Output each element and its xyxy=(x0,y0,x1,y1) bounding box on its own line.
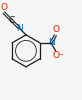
Text: O: O xyxy=(0,3,7,12)
Text: N: N xyxy=(16,24,23,33)
Text: +: + xyxy=(53,36,57,41)
Text: N: N xyxy=(48,38,54,47)
Text: O: O xyxy=(53,25,60,34)
Text: C: C xyxy=(9,16,15,25)
Text: −: − xyxy=(58,51,63,56)
Text: O: O xyxy=(53,51,60,60)
